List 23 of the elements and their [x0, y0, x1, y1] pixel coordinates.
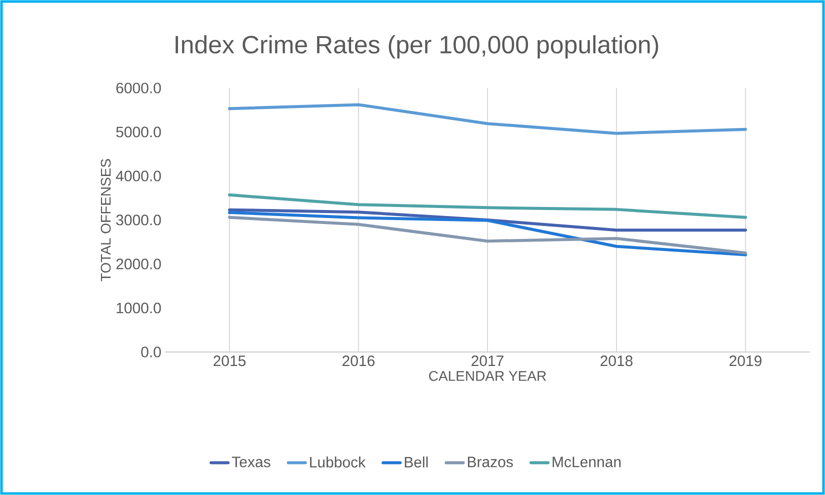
legend-label: Lubbock: [310, 456, 366, 468]
legend-label: Brazos: [468, 456, 513, 468]
chart-title: Index Crime Rates (per 100,000 population): [176, 35, 658, 58]
line-series: [228, 208, 747, 232]
y-tick-label: 2000.0: [116, 258, 161, 270]
y-tick-label: 1000.0: [116, 302, 161, 314]
legend-label: Bell: [404, 456, 428, 468]
legend-label: McLennan: [552, 456, 621, 468]
y-tick-label: 6000.0: [116, 82, 161, 94]
legend-label: Texas: [232, 456, 270, 468]
y-axis-title: TOTAL OFFENSES: [100, 159, 111, 282]
x-axis-title: CALENDAR YEAR: [429, 370, 546, 381]
y-tick-label: 3000.0: [116, 214, 161, 226]
y-tick-label: 4000.0: [116, 170, 161, 182]
y-tick-label: 0.0: [141, 346, 161, 358]
line-series: [228, 193, 747, 219]
x-tick-label: 2019: [730, 356, 762, 366]
x-tick-label: 2015: [214, 356, 246, 366]
x-tick-label: 2017: [472, 356, 504, 366]
y-tick-label: 5000.0: [116, 126, 161, 138]
line-series: [228, 103, 747, 135]
x-tick-label: 2016: [342, 356, 375, 366]
x-tick-label: 2018: [600, 356, 633, 366]
